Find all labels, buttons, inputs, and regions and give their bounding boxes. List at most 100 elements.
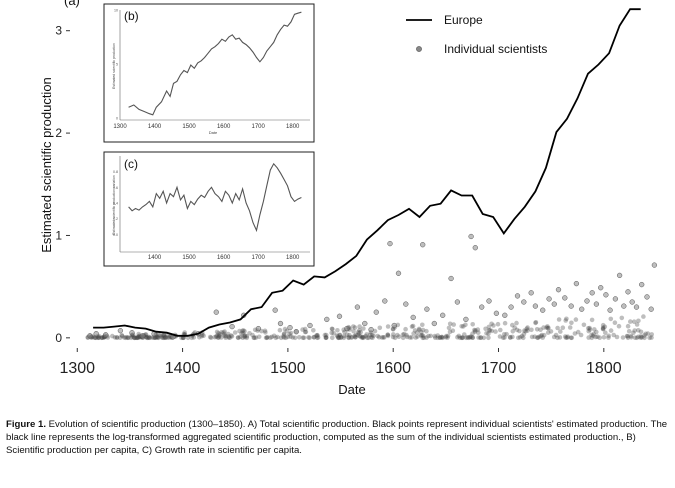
scatter-point <box>349 335 355 340</box>
scatter-point <box>507 334 513 340</box>
scatter-point <box>117 335 123 341</box>
scatter-point <box>616 272 623 279</box>
scatter-point <box>314 333 319 338</box>
inset-c-x-tick-label: 1700 <box>252 255 266 261</box>
scatter-point <box>450 328 456 334</box>
scatter-point <box>216 331 221 336</box>
scatter-point <box>568 335 574 341</box>
scatter-point <box>560 325 566 331</box>
scatter-point <box>589 335 595 341</box>
scatter-point <box>301 335 307 341</box>
scatter-point <box>314 335 320 341</box>
inset-b-y-axis-label: Estimated scientific production <box>112 43 116 89</box>
scatter-point <box>634 335 640 341</box>
scatter-point <box>341 335 347 341</box>
scatter-point <box>447 329 453 335</box>
scatter-point <box>625 323 631 329</box>
scatter-point <box>476 330 481 336</box>
scatter-point <box>424 335 429 340</box>
scatter-point <box>638 335 644 341</box>
scatter-point <box>151 335 156 340</box>
scatter-point <box>600 326 606 332</box>
inset-b-label: (b) <box>124 9 139 23</box>
scatter-point <box>508 304 514 310</box>
scatter-point <box>600 326 606 332</box>
inset-b-y-tick-label: 0 <box>116 117 118 121</box>
scatter-point <box>412 328 418 333</box>
scatter-point <box>110 333 115 339</box>
scatter-point <box>268 335 273 341</box>
scatter-point <box>523 329 528 334</box>
scatter-point <box>307 322 313 329</box>
scatter-point <box>478 335 483 341</box>
scatter-point <box>292 335 298 341</box>
scatter-point <box>608 328 614 333</box>
y-tick-label: 0 <box>55 331 62 345</box>
inset-b-x-tick-label: 1400 <box>148 124 162 130</box>
scatter-point <box>214 333 219 339</box>
scatter-point <box>486 335 491 341</box>
scatter-point <box>486 298 492 304</box>
scatter-point <box>486 324 492 330</box>
scatter-point <box>459 324 465 329</box>
scatter-point <box>353 335 358 340</box>
scatter-point <box>369 335 374 340</box>
scatter-point <box>290 335 296 340</box>
scatter-point <box>139 333 146 339</box>
scatter-point <box>625 334 630 339</box>
inset-b-x-tick-label: 1500 <box>182 124 196 130</box>
scatter-point <box>216 335 222 340</box>
scatter-point <box>470 335 475 341</box>
scatter-point <box>311 328 316 333</box>
scatter-point <box>337 333 343 338</box>
scatter-point <box>400 335 406 341</box>
scatter-point <box>229 333 234 338</box>
scatter-point <box>237 328 242 334</box>
scatter-point <box>433 335 438 341</box>
scatter-point <box>468 334 474 340</box>
scatter-point <box>136 334 141 339</box>
scatter-point <box>493 329 498 334</box>
scatter-point <box>600 322 606 328</box>
scatter-point <box>277 320 284 327</box>
scatter-point <box>351 324 356 329</box>
scatter-point <box>284 328 290 334</box>
scatter-point <box>589 332 594 338</box>
legend-scientists-label: Individual scientists <box>444 42 547 56</box>
scatter-point <box>419 332 425 338</box>
scatter-point <box>510 334 515 340</box>
scatter-point <box>532 303 539 309</box>
scatter-point <box>275 334 280 340</box>
figure-1: 0 1 2 3 1300 1400 1500 1600 1700 1800 (a) Date E… <box>39 0 658 395</box>
scatter-point <box>603 330 608 336</box>
scatter-point <box>591 331 596 337</box>
scatter-point <box>359 335 365 341</box>
scatter-point <box>163 335 169 340</box>
scatter-point <box>651 262 658 268</box>
scatter-point <box>221 330 226 335</box>
scatter-point <box>263 335 269 341</box>
scatter-point <box>208 335 214 341</box>
scatter-point <box>146 334 151 340</box>
scatter-point <box>575 329 581 335</box>
scatter-point <box>472 245 478 251</box>
scatter-point <box>361 326 366 331</box>
main-y-axis-label: Estimated scientific production <box>39 77 54 253</box>
scatter-point <box>335 328 340 333</box>
inset-b-y-tick-label: 10 <box>114 9 118 13</box>
scatter-point <box>366 335 372 341</box>
scatter-point <box>409 335 414 340</box>
scatter-point <box>337 335 342 340</box>
scatter-point <box>419 329 424 335</box>
inset-c-line <box>128 162 302 233</box>
legend-europe-label: Europe <box>444 13 483 27</box>
scatter-point <box>484 331 489 336</box>
scatter-point <box>356 330 362 336</box>
scatter-point <box>493 310 500 316</box>
scatter-point <box>539 332 545 338</box>
scatter-point <box>357 333 362 339</box>
scatter-point <box>283 335 289 341</box>
scatter-point <box>114 335 120 340</box>
x-tick-label: 1600 <box>375 360 411 377</box>
scatter-point <box>126 335 131 341</box>
